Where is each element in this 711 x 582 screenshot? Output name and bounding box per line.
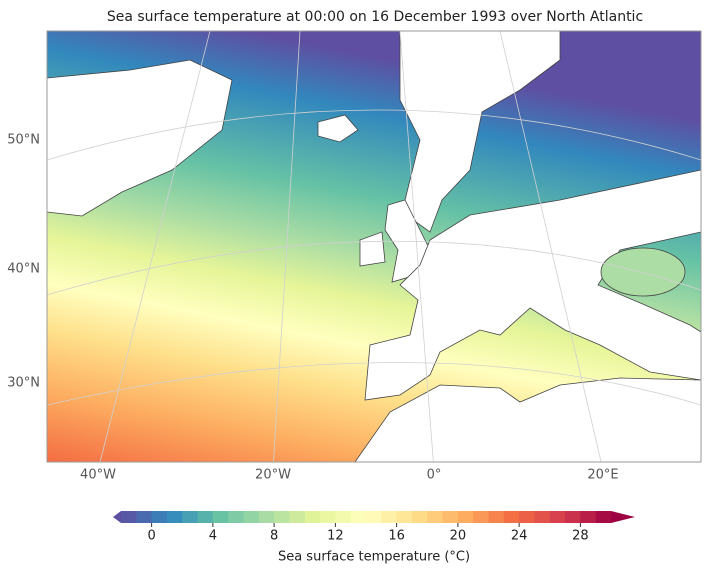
colorbar: 0 4 8 12 16 20 24 28 [113, 511, 635, 544]
colorbar-segment [565, 511, 581, 523]
lon-label: 20°W [255, 468, 291, 483]
lat-label: 50°N [7, 133, 40, 148]
lon-label: 40°W [80, 468, 116, 483]
lon-label: 20°E [587, 468, 618, 483]
colorbar-segment [580, 511, 597, 523]
colorbar-segment [243, 511, 260, 523]
colorbar-segment [335, 511, 352, 523]
iceland [317, 114, 359, 143]
scandinavia [399, 31, 561, 233]
colorbar-tick-label: 12 [327, 529, 344, 544]
colorbar-tick-label: 4 [209, 529, 217, 544]
colorbar-segment [396, 511, 413, 523]
colorbar-segment [350, 511, 367, 523]
lon-label: 0° [427, 468, 442, 483]
colorbar-tick-label: 16 [388, 529, 405, 544]
colorbar-segment [121, 511, 137, 523]
colorbar-segment [182, 511, 199, 523]
colorbar-segment [534, 511, 551, 523]
colorbar-segment [519, 511, 535, 523]
colorbar-segment [549, 511, 566, 523]
colorbar-segment [289, 511, 306, 523]
colorbar-segment [304, 511, 321, 523]
colorbar-segment [427, 511, 444, 523]
colorbar-segment [166, 511, 183, 523]
colorbar-segment [411, 511, 428, 523]
colorbar-segment [320, 511, 336, 523]
colorbar-segment [457, 511, 474, 523]
lat-label: 30°N [7, 376, 40, 391]
graticule [47, 31, 701, 462]
colorbar-segment [197, 511, 214, 523]
colorbar-label: Sea surface temperature (°C) [278, 550, 470, 565]
map-frame [46, 30, 702, 463]
colorbar-segment [228, 511, 244, 523]
colorbar-segment [442, 511, 459, 523]
colorbar-segment [151, 511, 168, 523]
europe [364, 169, 701, 401]
colorbar-segment [212, 511, 229, 523]
colorbar-tick-label: 0 [147, 529, 155, 544]
colorbar-tick-label: 20 [450, 529, 467, 544]
colorbar-tick-label: 8 [270, 529, 278, 544]
colorbar-segment [595, 511, 612, 523]
colorbar-segment [274, 511, 290, 523]
colorbar-extend [113, 511, 121, 523]
colorbar-segment [503, 511, 520, 523]
africa [354, 377, 701, 462]
colorbar-segment [366, 511, 382, 523]
colorbar-segment [258, 511, 275, 523]
colorbar-segment [381, 511, 398, 523]
colorbar-tick-label: 28 [572, 529, 589, 544]
map-title: Sea surface temperature at 00:00 on 16 D… [107, 9, 643, 25]
black-sea [600, 247, 686, 297]
colorbar-segment [473, 511, 489, 523]
greenland [47, 59, 233, 217]
colorbar-tick-label: 24 [511, 529, 528, 544]
colorbar-segment [488, 511, 505, 523]
colorbar-segment [136, 511, 153, 523]
lat-label: 40°N [7, 262, 40, 277]
map [47, 31, 701, 462]
colorbar-extend [611, 511, 635, 523]
